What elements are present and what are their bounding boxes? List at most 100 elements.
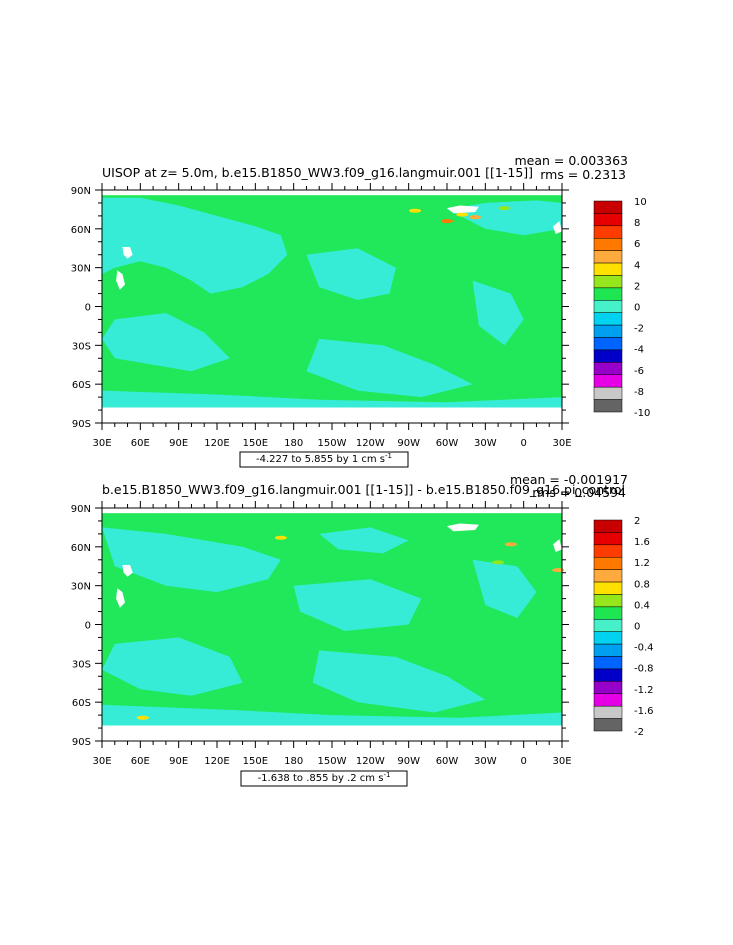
- colorbar-swatch-8: [593, 606, 623, 620]
- chart-panel-2: 30E 60E 90E 120E 150E 180 150W 120W 90W 60W 30W 0 30…: [71, 472, 654, 787]
- y-tick-label: 30S: [72, 341, 91, 352]
- positive-streak-2: [492, 560, 505, 565]
- colorbar-swatch-17: [593, 399, 623, 413]
- colorbar-swatch-6: [593, 581, 623, 595]
- colorbar-label: -1.6: [634, 706, 654, 717]
- colorbar-label: 0: [634, 303, 640, 314]
- y-tick-label: 30N: [71, 582, 91, 593]
- colorbar-swatch-6: [593, 262, 623, 276]
- colorbar-swatch-2: [593, 213, 623, 227]
- y-tick-label: 90N: [71, 504, 91, 515]
- colorbar-swatch-2: [593, 532, 623, 546]
- contour-info-box: [240, 770, 408, 787]
- colorbar-swatch-17: [593, 718, 623, 732]
- x-tick-label: 150E: [243, 438, 268, 449]
- y-tick-label: 90N: [71, 186, 91, 197]
- colorbar-swatch-7: [593, 275, 623, 289]
- colorbar-label: -4: [634, 345, 644, 356]
- positive-streak-3: [469, 215, 482, 220]
- x-tick-label: 60E: [131, 756, 150, 767]
- chart-title: b.e15.B1850_WW3.f09_g16.langmuir.001 [[1…: [102, 482, 625, 497]
- colorbar-label: 10: [634, 197, 647, 208]
- contour-info-box: [239, 451, 409, 468]
- negative-region-5: [102, 704, 562, 726]
- x-tick-label: 90E: [169, 438, 188, 449]
- colorbar-swatch-15: [593, 693, 623, 707]
- positive-streak-4: [498, 206, 511, 211]
- negative-region-6: [472, 559, 537, 618]
- y-tick-label: 90S: [72, 419, 91, 430]
- negative-region-1: [102, 527, 281, 593]
- colorbar-label: 1.2: [634, 558, 650, 569]
- positive-streak-1: [504, 542, 517, 547]
- colorbar-label: 8: [634, 218, 640, 229]
- land-mask-2: [122, 247, 133, 259]
- x-tick-label: 30W: [474, 438, 497, 449]
- colorbar-swatch-10: [593, 631, 623, 645]
- colorbar-label: 0.4: [634, 600, 650, 611]
- x-tick-label: 0: [520, 756, 526, 767]
- x-tick-label: 90W: [397, 438, 420, 449]
- contour-info-text: -1.638 to .855 by .2 cm s: [258, 773, 384, 784]
- negative-region-3: [293, 579, 422, 631]
- x-tick-label: 30E: [92, 438, 111, 449]
- mean-stat: mean = 0.003363: [514, 153, 628, 168]
- y-tick-label: 0: [85, 303, 91, 314]
- x-tick-label: 90E: [169, 756, 188, 767]
- positive-streak-3: [274, 535, 287, 540]
- y-tick-label: 30N: [71, 264, 91, 275]
- colorbar-label: 6: [634, 239, 640, 250]
- colorbar-label: 2: [634, 281, 640, 292]
- colorbar-swatch-14: [593, 681, 623, 695]
- x-tick-label: 120W: [356, 756, 385, 767]
- colorbar-label: -2: [634, 727, 644, 738]
- colorbar-label: 0: [634, 622, 640, 633]
- colorbar-label: -2: [634, 324, 644, 335]
- colorbar-label: -8: [634, 387, 644, 398]
- positive-streak-2: [441, 219, 453, 224]
- y-tick-label: 30S: [72, 659, 91, 670]
- y-tick-label: 60N: [71, 543, 91, 554]
- colorbar-swatch-15: [593, 374, 623, 388]
- land-mask-2: [122, 565, 133, 577]
- contour-info-exponent: -1: [383, 771, 390, 779]
- positive-streak-5: [456, 212, 469, 217]
- x-tick-label: 120E: [204, 756, 229, 767]
- negative-region-5: [102, 390, 562, 408]
- colorbar-swatch-5: [593, 569, 623, 583]
- y-tick-label: 60N: [71, 225, 91, 236]
- colorbar-swatch-4: [593, 237, 623, 251]
- x-tick-label: 120W: [356, 438, 385, 449]
- x-tick-label: 90W: [397, 756, 420, 767]
- colorbar-label: 2: [634, 516, 640, 527]
- land-mask-1: [447, 205, 479, 214]
- rms-stat: rms = 0.04594: [532, 485, 626, 500]
- colorbar-swatch-3: [593, 544, 623, 558]
- x-tick-label: 60W: [436, 756, 459, 767]
- mean-stat: mean = -0.001917: [510, 472, 628, 487]
- x-tick-label: 30E: [552, 438, 571, 449]
- land-mask-3: [116, 588, 125, 608]
- rms-stat: rms = 0.2313: [540, 167, 626, 182]
- colorbar-swatch-12: [593, 656, 623, 670]
- negative-region-1: [102, 197, 288, 294]
- negative-region-2: [102, 313, 230, 372]
- negative-region-7: [319, 527, 409, 554]
- negative-region-4: [312, 650, 486, 713]
- y-tick-label: 60S: [72, 698, 91, 709]
- y-tick-label: 0: [85, 621, 91, 632]
- colorbar-swatch-16: [593, 386, 623, 400]
- colorbar-label: -0.8: [634, 664, 654, 675]
- x-tick-label: 150W: [318, 438, 347, 449]
- land-mask-3: [116, 270, 125, 290]
- colorbar-swatch-10: [593, 312, 623, 326]
- colorbar-swatch-3: [593, 225, 623, 239]
- colorbar-label: 1.6: [634, 537, 650, 548]
- colorbar-swatch-13: [593, 349, 623, 363]
- land-mask-4: [553, 221, 562, 234]
- colorbar-label: -6: [634, 366, 644, 377]
- colorbar-swatch-1: [593, 200, 623, 214]
- land-mask-1: [447, 523, 479, 532]
- land-mask-4: [553, 539, 562, 552]
- negative-region-3: [306, 248, 396, 300]
